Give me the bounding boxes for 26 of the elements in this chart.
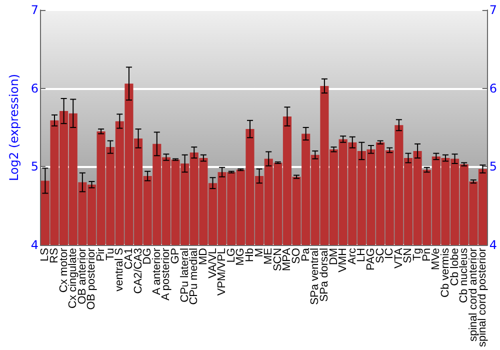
y2-tick-label: 5 [489,160,498,174]
x-tick-label: CA1 [122,248,135,270]
y-tick-label: 6 [30,81,39,96]
x-tick-label: Cb lobe [448,248,461,286]
x-tick-label: SPa dorsal [318,248,330,302]
x-tick-label: spinal cord posterior [476,248,489,348]
x-tick-label: Hb [244,248,256,262]
y-tick-label: 7 [30,3,39,17]
x-tick-label: IC [384,248,396,259]
y2-tick-label: 6 [489,81,498,96]
x-tick-label: OB posterior [86,248,98,310]
x-tick-label: SN [402,248,414,264]
x-tick-label: Tg [412,248,424,261]
x-tick-label: SCN [272,248,284,272]
y-tick-label: 5 [30,160,39,174]
x-tick-label: RS [48,248,60,264]
y2-tick-label: 4 [489,238,498,252]
x-tick-label: GP [170,248,182,264]
x-tick-label: OB anterior [76,248,88,304]
y-tick-label: 4 [30,238,39,252]
y2-tick-label: 7 [489,3,498,17]
x-tick-label: M [253,248,266,258]
x-tick-label: A posterior [160,248,172,301]
x-tick-label: Pir [95,248,108,262]
y-axis-title: Log2 (expression) [7,74,21,181]
x-tick-label: DM [328,248,340,266]
